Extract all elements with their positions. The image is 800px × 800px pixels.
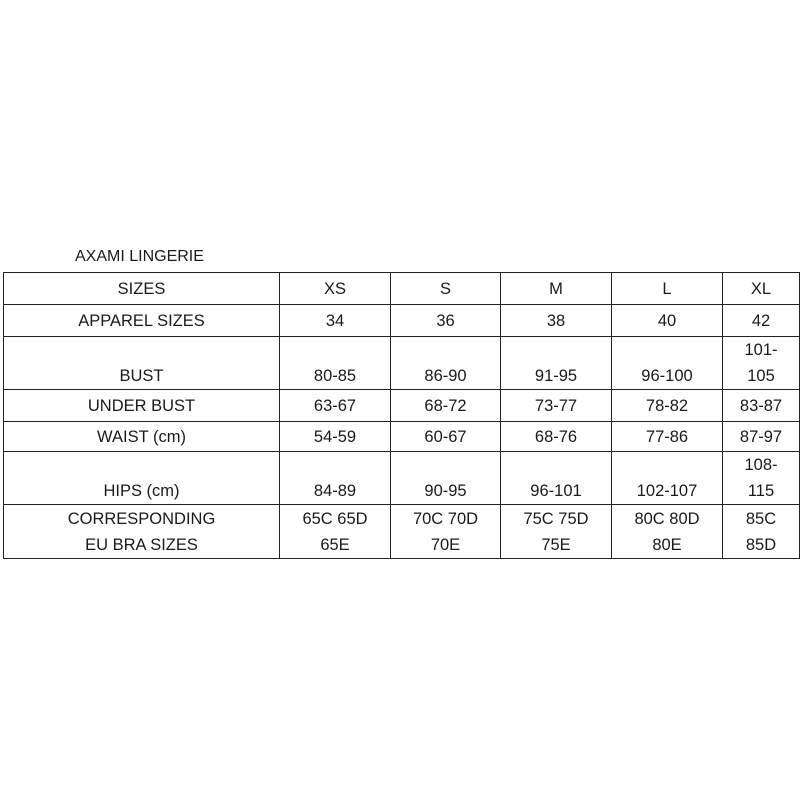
table-cell: 96-100 xyxy=(611,336,723,390)
table-cell: 87-97 xyxy=(722,421,800,452)
table-cell: 83-87 xyxy=(722,389,800,422)
table-cell: 65C 65D 65E xyxy=(279,504,391,559)
table-cell: 80-85 xyxy=(279,336,391,390)
row-label: HIPS (cm) xyxy=(3,451,280,505)
chart-title: AXAMI LINGERIE xyxy=(75,248,204,265)
table-cell: 63-67 xyxy=(279,389,391,422)
row-label: BUST xyxy=(3,336,280,390)
header-cell: M xyxy=(500,272,612,305)
table-cell: 54-59 xyxy=(279,421,391,452)
table-cell: 80C 80D 80E xyxy=(611,504,723,559)
header-cell: SIZES xyxy=(3,272,280,305)
table-cell: 38 xyxy=(500,304,612,337)
table-cell: 85C 85D xyxy=(722,504,800,559)
table-cell: 73-77 xyxy=(500,389,612,422)
table-cell: 102-107 xyxy=(611,451,723,505)
size-table: SIZES XS S M L XL APPAREL SIZES 34 36 38… xyxy=(3,272,800,559)
table-cell: 108- 115 xyxy=(722,451,800,505)
table-cell: 90-95 xyxy=(390,451,501,505)
table-cell: 68-72 xyxy=(390,389,501,422)
table-row: UNDER BUST 63-67 68-72 73-77 78-82 83-87 xyxy=(3,389,800,422)
table-cell: 75C 75D 75E xyxy=(500,504,612,559)
table-cell: 70C 70D 70E xyxy=(390,504,501,559)
table-cell: 42 xyxy=(722,304,800,337)
table-row: HIPS (cm) 84-89 90-95 96-101 102-107 108… xyxy=(3,451,800,505)
table-cell: 40 xyxy=(611,304,723,337)
table-cell: 84-89 xyxy=(279,451,391,505)
header-cell: L xyxy=(611,272,723,305)
table-row: CORRESPONDING EU BRA SIZES 65C 65D 65E 7… xyxy=(3,504,800,559)
table-cell: 101- 105 xyxy=(722,336,800,390)
table-cell: 86-90 xyxy=(390,336,501,390)
header-cell: XL xyxy=(722,272,800,305)
table-row: APPAREL SIZES 34 36 38 40 42 xyxy=(3,304,800,337)
table-header-row: SIZES XS S M L XL xyxy=(3,272,800,305)
table-cell: 36 xyxy=(390,304,501,337)
table-row: BUST 80-85 86-90 91-95 96-100 101- 105 xyxy=(3,336,800,390)
row-label: APPAREL SIZES xyxy=(3,304,280,337)
table-cell: 96-101 xyxy=(500,451,612,505)
header-cell: XS xyxy=(279,272,391,305)
table-cell: 77-86 xyxy=(611,421,723,452)
row-label: UNDER BUST xyxy=(3,389,280,422)
table-row: WAIST (cm) 54-59 60-67 68-76 77-86 87-97 xyxy=(3,421,800,452)
table-cell: 68-76 xyxy=(500,421,612,452)
table-cell: 91-95 xyxy=(500,336,612,390)
row-label: CORRESPONDING EU BRA SIZES xyxy=(3,504,280,559)
header-cell: S xyxy=(390,272,501,305)
table-cell: 60-67 xyxy=(390,421,501,452)
table-cell: 78-82 xyxy=(611,389,723,422)
table-cell: 34 xyxy=(279,304,391,337)
row-label: WAIST (cm) xyxy=(3,421,280,452)
